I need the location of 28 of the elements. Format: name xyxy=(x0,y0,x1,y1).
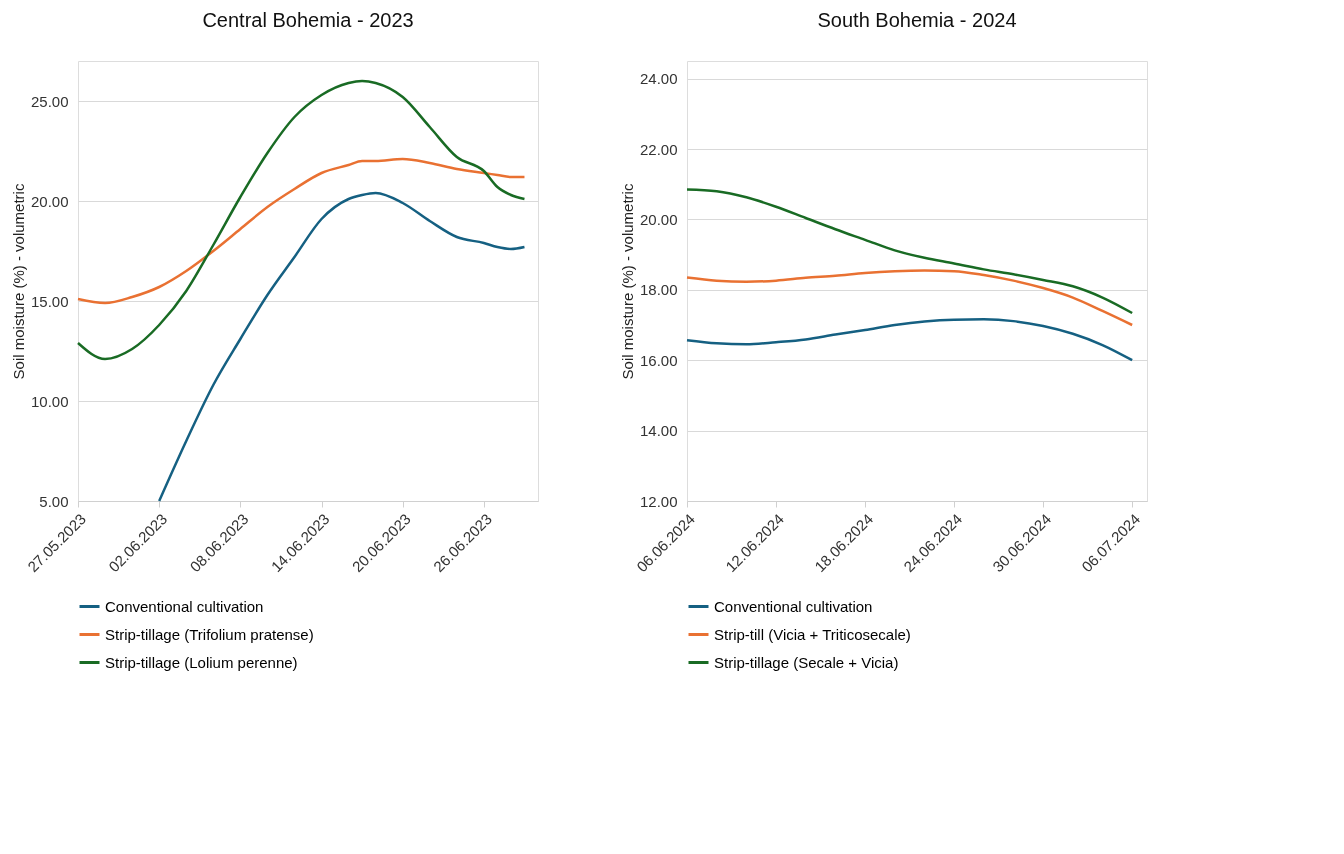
y-tick-label: 14.00 xyxy=(639,422,678,440)
y-tick-label: 24.00 xyxy=(639,70,678,88)
legend-label: Strip-tillage (Secale + Vicia) xyxy=(714,653,899,671)
legend-label: Conventional cultivation xyxy=(714,597,873,615)
line-series xyxy=(76,79,526,361)
y-tick-label: 5.00 xyxy=(39,492,69,510)
y-axis-title: Soil moisture (%) - volumetric xyxy=(9,183,27,380)
line-series xyxy=(76,157,526,305)
legend-label: Strip-tillage (Trifolium pratense) xyxy=(105,625,314,643)
y-tick-label: 22.00 xyxy=(639,140,678,158)
y-tick-label: 10.00 xyxy=(30,392,69,410)
line-series xyxy=(685,188,1134,315)
line-series xyxy=(685,269,1134,327)
y-tick-label: 20.00 xyxy=(639,210,678,228)
legend-label: Strip-till (Vicia + Triticosecale) xyxy=(714,625,911,643)
y-tick-label: 16.00 xyxy=(639,351,678,369)
line-series xyxy=(157,191,526,503)
y-tick-label: 20.00 xyxy=(30,192,69,210)
legend-label: Conventional cultivation xyxy=(105,597,264,615)
y-tick-label: 25.00 xyxy=(30,92,69,110)
chart-title: Central Bohemia - 2023 xyxy=(202,9,414,31)
y-tick-label: 15.00 xyxy=(30,292,69,310)
y-tick-label: 12.00 xyxy=(639,492,678,510)
y-axis-title: Soil moisture (%) - volumetric xyxy=(618,183,636,380)
chart-title: South Bohemia - 2024 xyxy=(817,9,1017,31)
line-series xyxy=(685,318,1134,362)
y-tick-label: 18.00 xyxy=(639,281,678,299)
legend-label: Strip-tillage (Lolium perenne) xyxy=(105,653,298,671)
